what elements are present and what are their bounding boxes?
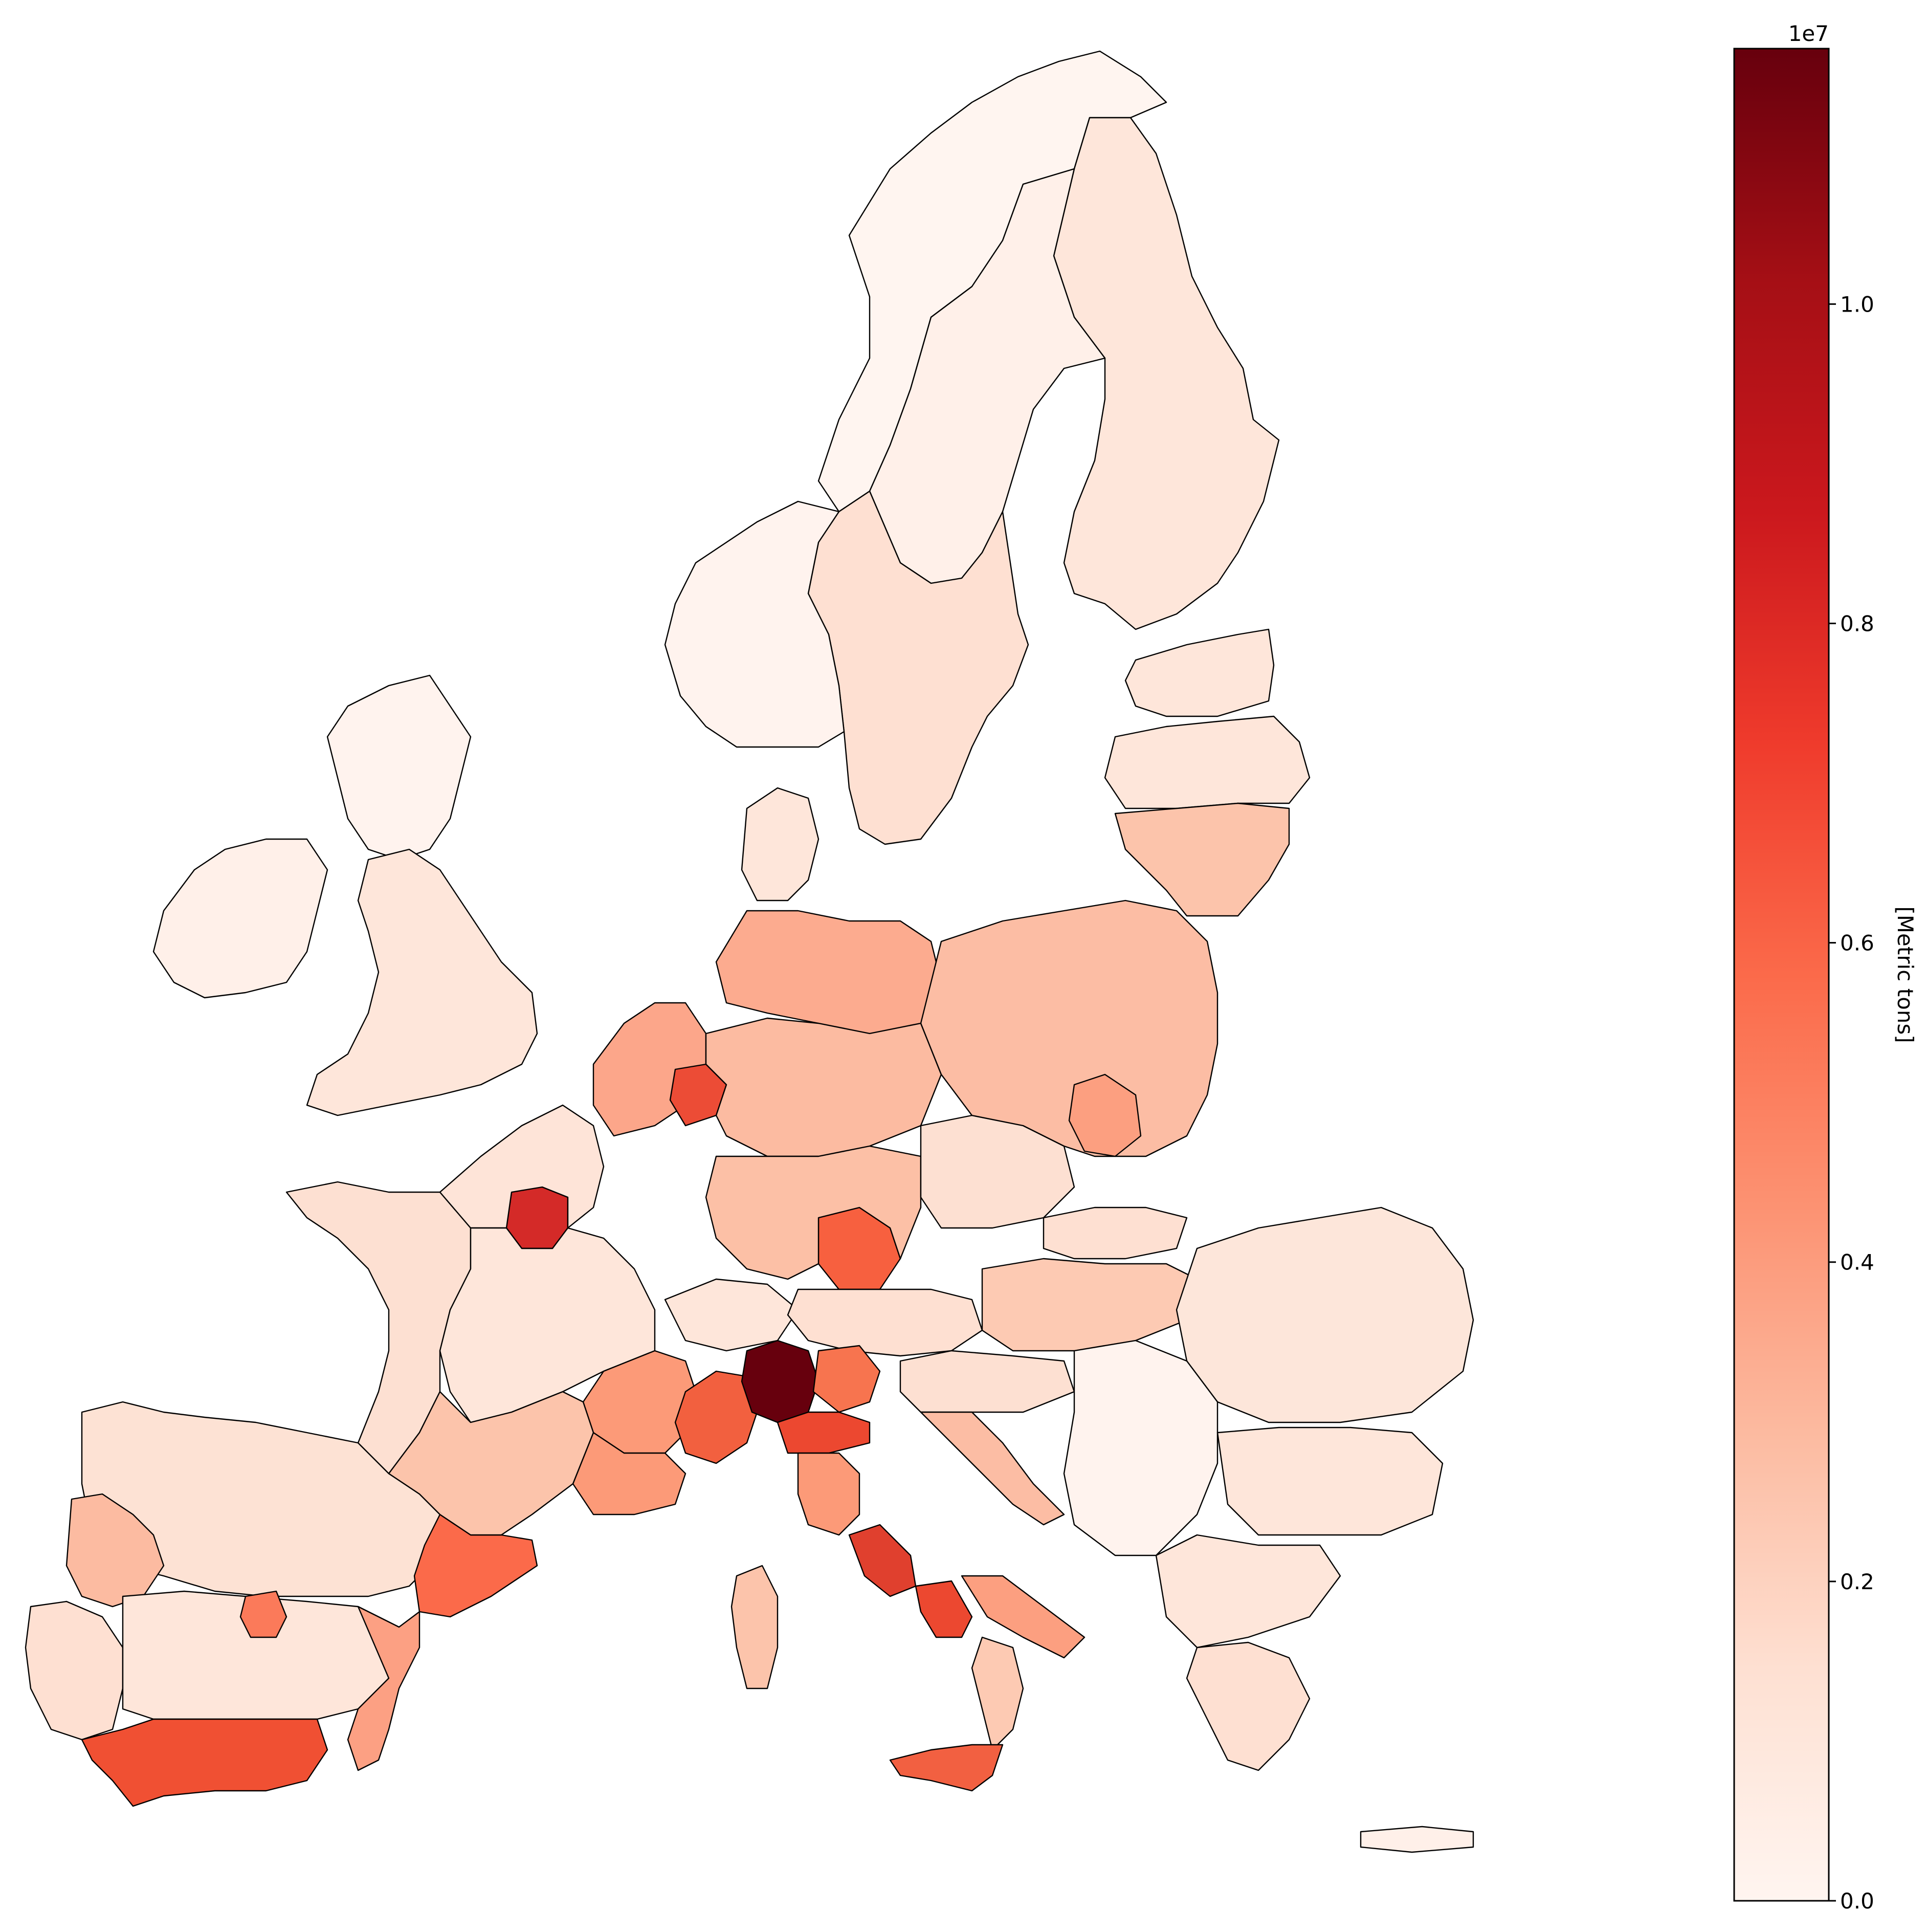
region-greece-north	[1155, 1534, 1341, 1649]
region-germany-south	[705, 1145, 922, 1280]
italy-regions	[674, 1340, 1086, 1792]
region-slovenia-croatia	[899, 1350, 1075, 1413]
colorbar-gradient	[1733, 48, 1830, 1902]
france-regions	[285, 1104, 697, 1536]
colorbar-tick-label: 0.6	[1840, 931, 1874, 956]
central-europe-regions	[592, 787, 1219, 1357]
colorbar-tick-label: 0.4	[1840, 1250, 1874, 1275]
region-sardegna	[730, 1565, 779, 1689]
region-estonia	[1124, 628, 1275, 717]
region-sicilia	[889, 1744, 1004, 1792]
region-calabria	[971, 1636, 1024, 1751]
region-england	[306, 848, 538, 1116]
region-puglia	[961, 1575, 1086, 1659]
colorbar-tick-label: 0.8	[1840, 611, 1874, 636]
colorbar-tick-label: 0.2	[1840, 1569, 1874, 1594]
region-campania	[915, 1580, 973, 1638]
region-france-north	[439, 1104, 605, 1229]
region-switzerland	[664, 1278, 799, 1352]
region-emilia-romagna	[777, 1411, 871, 1454]
scandinavia-regions	[664, 50, 1280, 845]
colorbar-ticks: 0.0 0.2 0.4 0.6 0.8 1.0	[1829, 292, 1874, 1914]
region-andalucia	[81, 1718, 328, 1807]
region-bulgaria	[1216, 1426, 1444, 1536]
region-crete	[1360, 1826, 1474, 1853]
region-lithuania	[1114, 802, 1290, 917]
region-portugal-north	[65, 1493, 165, 1608]
region-paca	[572, 1432, 686, 1516]
british-isles-regions	[152, 674, 538, 1116]
region-poland	[920, 899, 1219, 1157]
region-serbia	[1063, 1340, 1219, 1556]
region-croatia-coast	[920, 1411, 1065, 1526]
iberia-regions	[25, 1401, 538, 1807]
region-latvia	[1104, 715, 1311, 809]
region-portugal-south	[25, 1600, 124, 1741]
region-norway-south	[664, 500, 845, 748]
balkan-regions	[899, 1206, 1474, 1853]
region-scotland	[326, 674, 472, 861]
region-veneto	[812, 1345, 881, 1413]
region-finland-north	[1053, 117, 1280, 630]
region-piemonte	[674, 1370, 758, 1464]
region-toscana	[797, 1452, 860, 1536]
region-madrid	[239, 1590, 287, 1638]
region-austria	[787, 1288, 983, 1357]
region-ireland	[152, 838, 328, 999]
colorbar-tick-label: 0.0	[1840, 1889, 1874, 1914]
baltic-regions	[1104, 628, 1311, 917]
region-greece-south	[1186, 1641, 1311, 1771]
region-denmark	[741, 787, 819, 902]
colorbar-title: [Metric tons]	[1893, 906, 1918, 1043]
region-occitanie	[388, 1391, 594, 1536]
colorbar-exponent: 1e7	[1788, 21, 1829, 46]
region-slovakia	[1043, 1206, 1188, 1260]
region-valenciana	[347, 1606, 420, 1771]
colorbar-tick-label: 1.0	[1840, 292, 1874, 317]
region-poland-south	[1068, 1073, 1142, 1157]
